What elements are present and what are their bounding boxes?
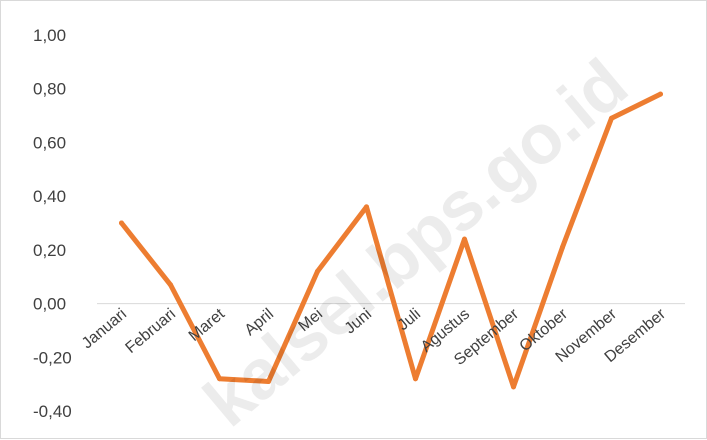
y-tick-label: 0,40 <box>33 187 66 206</box>
data-point-oktober <box>560 244 565 250</box>
data-point-desember <box>658 91 663 97</box>
data-point-april <box>266 378 271 384</box>
data-point-februari <box>168 282 173 288</box>
data-point-agustus <box>462 236 467 242</box>
series-line <box>119 91 663 390</box>
y-axis-labels: 1,00 0,80 0,60 0,40 0,20 0,00 -0,20 -0,40 <box>33 26 72 421</box>
data-point-maret <box>217 376 222 382</box>
y-tick-label: 0,60 <box>33 133 66 152</box>
data-point-september <box>511 384 516 390</box>
x-tick-label: Februari <box>123 306 180 357</box>
data-point-juni <box>364 204 369 210</box>
data-points <box>119 91 663 390</box>
y-tick-label: 0,20 <box>33 241 66 260</box>
x-tick-label: Januari <box>79 306 130 353</box>
y-tick-label: 0,00 <box>33 295 66 314</box>
y-tick-label: 0,80 <box>33 80 66 99</box>
y-tick-label: -0,20 <box>33 348 72 367</box>
data-point-november <box>609 115 614 121</box>
data-point-januari <box>119 220 124 226</box>
data-point-mei <box>315 268 320 274</box>
y-tick-label: -0,40 <box>33 402 72 421</box>
y-tick-label: 1,00 <box>33 26 66 45</box>
data-point-juli <box>413 376 418 382</box>
